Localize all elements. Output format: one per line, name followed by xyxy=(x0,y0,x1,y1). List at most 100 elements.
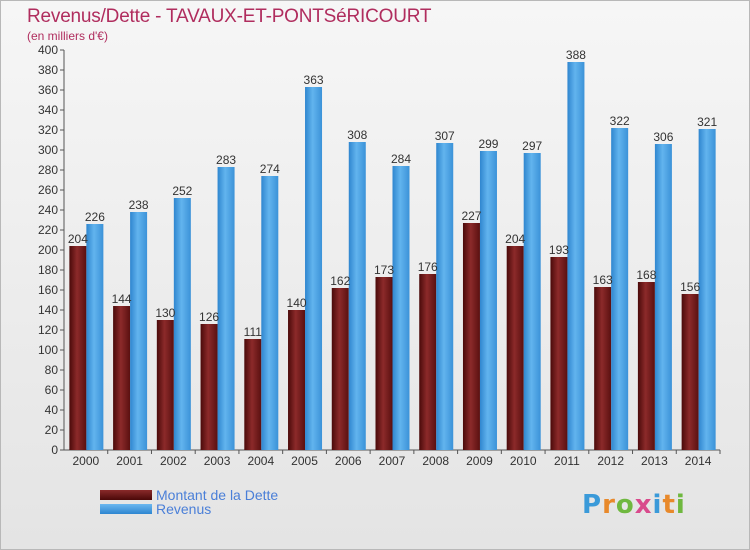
bar-dette xyxy=(69,246,87,450)
data-label-revenus: 322 xyxy=(610,114,630,128)
x-tick-label: 2008 xyxy=(422,454,449,468)
x-tick-label: 2004 xyxy=(247,454,274,468)
bar-dette xyxy=(419,274,437,450)
logo-letter: i xyxy=(675,490,686,520)
y-tick-label: 200 xyxy=(38,243,58,257)
bar-revenus xyxy=(261,176,279,450)
data-label-dette: 140 xyxy=(287,296,307,310)
y-tick-label: 360 xyxy=(38,83,58,97)
data-label-dette: 204 xyxy=(505,232,525,246)
data-label-revenus: 363 xyxy=(304,73,324,87)
data-label-dette: 163 xyxy=(593,273,613,287)
legend-item-revenus: Revenus xyxy=(100,501,212,517)
x-tick-label: 2000 xyxy=(73,454,100,468)
data-label-dette: 193 xyxy=(549,243,569,257)
x-tick-label: 2009 xyxy=(466,454,493,468)
data-label-revenus: 284 xyxy=(391,152,411,166)
data-label-dette: 130 xyxy=(155,306,175,320)
bar-revenus xyxy=(305,87,323,450)
y-tick-label: 320 xyxy=(38,123,58,137)
y-tick-label: 220 xyxy=(38,223,58,237)
bar-revenus xyxy=(217,167,235,450)
y-tick-label: 140 xyxy=(38,303,58,317)
data-label-dette: 204 xyxy=(68,232,88,246)
data-label-dette: 227 xyxy=(461,209,481,223)
legend-label-revenus: Revenus xyxy=(156,501,212,517)
x-tick-label: 2006 xyxy=(335,454,362,468)
bar-dette xyxy=(288,310,306,450)
proxiti-logo: Proxiti xyxy=(582,490,686,520)
legend-item-dette: Montant de la Dette xyxy=(100,487,279,503)
x-tick-label: 2014 xyxy=(685,454,712,468)
x-tick-label: 2007 xyxy=(379,454,406,468)
bar-dette xyxy=(550,257,568,450)
logo-letter: t xyxy=(662,490,676,520)
bar-revenus xyxy=(436,143,454,450)
data-label-revenus: 238 xyxy=(129,198,149,212)
y-tick-label: 120 xyxy=(38,323,58,337)
y-tick-label: 20 xyxy=(45,423,59,437)
bar-dette xyxy=(331,288,349,450)
y-tick-label: 180 xyxy=(38,263,58,277)
bar-dette xyxy=(594,287,612,450)
y-tick-label: 260 xyxy=(38,183,58,197)
bar-revenus xyxy=(392,166,410,450)
bar-revenus xyxy=(523,153,541,450)
data-label-dette: 173 xyxy=(374,263,394,277)
data-label-dette: 156 xyxy=(680,280,700,294)
x-tick-label: 2010 xyxy=(510,454,537,468)
data-label-revenus: 297 xyxy=(522,139,542,153)
chart-subtitle: (en milliers d'€) xyxy=(27,29,108,43)
data-label-revenus: 388 xyxy=(566,48,586,62)
x-tick-label: 2011 xyxy=(554,454,580,468)
x-tick-label: 2002 xyxy=(160,454,187,468)
data-label-dette: 176 xyxy=(418,260,438,274)
bar-dette xyxy=(506,246,524,450)
bar-revenus xyxy=(567,62,585,450)
bar-revenus xyxy=(611,128,629,450)
logo-letter: x xyxy=(634,490,653,520)
data-label-revenus: 274 xyxy=(260,162,280,176)
bar-dette xyxy=(200,324,218,450)
data-label-revenus: 226 xyxy=(85,210,105,224)
y-tick-label: 80 xyxy=(45,363,59,377)
x-tick-label: 2001 xyxy=(116,454,143,468)
x-tick-label: 2005 xyxy=(291,454,318,468)
chart-title: Revenus/Dette - TAVAUX-ET-PONTSéRICOURT xyxy=(27,6,432,27)
y-tick-label: 60 xyxy=(45,383,59,397)
bar-revenus xyxy=(698,129,716,450)
bar-revenus xyxy=(654,144,672,450)
logo-letter: i xyxy=(652,490,663,520)
y-tick-label: 160 xyxy=(38,283,58,297)
bar-revenus xyxy=(173,198,191,450)
y-tick-label: 400 xyxy=(38,43,58,57)
logo-letter: o xyxy=(615,490,635,520)
x-tick-label: 2012 xyxy=(597,454,624,468)
y-tick-label: 40 xyxy=(45,403,59,417)
y-tick-label: 300 xyxy=(38,143,58,157)
data-label-dette: 168 xyxy=(636,268,656,282)
data-label-revenus: 299 xyxy=(478,137,498,151)
legend-swatch-dette xyxy=(100,490,152,500)
logo-letter: r xyxy=(602,490,616,520)
y-tick-label: 340 xyxy=(38,103,58,117)
logo-letter: P xyxy=(582,490,603,520)
y-tick-label: 0 xyxy=(51,443,58,457)
bar-revenus xyxy=(479,151,497,450)
data-label-revenus: 252 xyxy=(172,184,192,198)
legend-label-dette: Montant de la Dette xyxy=(156,487,279,503)
data-label-revenus: 307 xyxy=(435,129,455,143)
data-label-revenus: 283 xyxy=(216,153,236,167)
bar-dette xyxy=(244,339,262,450)
y-tick-label: 280 xyxy=(38,163,58,177)
bar-dette xyxy=(375,277,393,450)
bar-dette xyxy=(637,282,655,450)
bar-dette xyxy=(113,306,131,450)
y-tick-label: 380 xyxy=(38,63,58,77)
data-label-dette: 144 xyxy=(112,292,132,306)
bar-dette xyxy=(156,320,174,450)
y-tick-label: 100 xyxy=(38,343,58,357)
y-tick-label: 240 xyxy=(38,203,58,217)
bar-revenus xyxy=(86,224,104,450)
